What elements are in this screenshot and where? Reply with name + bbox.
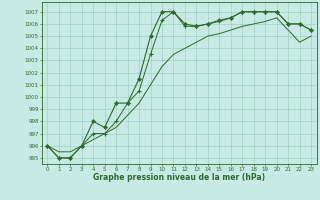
X-axis label: Graphe pression niveau de la mer (hPa): Graphe pression niveau de la mer (hPa) — [93, 173, 265, 182]
